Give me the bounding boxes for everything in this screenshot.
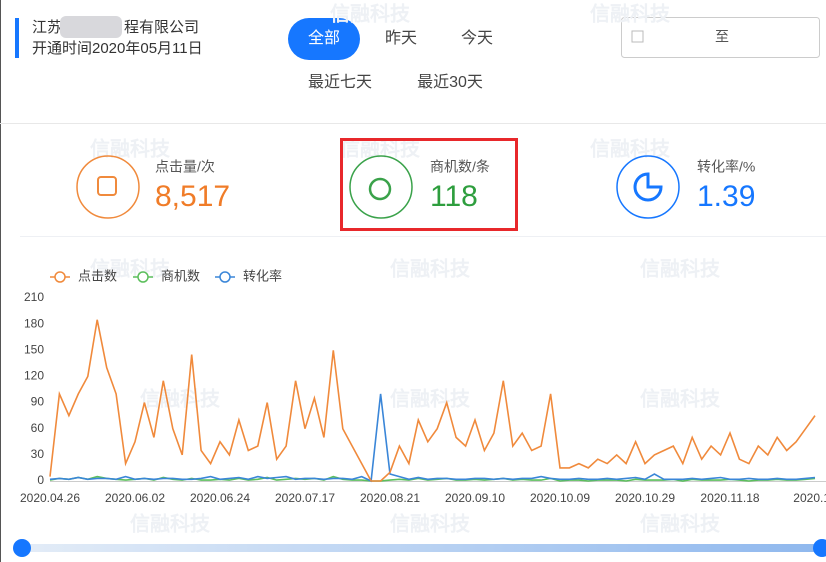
y-tick-label: 30 (31, 447, 45, 461)
stat-glyph (368, 177, 392, 201)
date-separator: 至 (715, 29, 729, 45)
stat-icon (76, 155, 140, 219)
x-tick-label: 2020.10.09 (530, 491, 590, 505)
accent-bar (15, 18, 19, 58)
x-tick-label: 2020.10.29 (615, 491, 675, 505)
x-tick-label: 2020.06.24 (190, 491, 250, 505)
calendar-icon (631, 30, 644, 43)
x-tick-label: 2020.09.10 (445, 491, 505, 505)
x-tick-label: 2020.07.17 (275, 491, 335, 505)
company-suffix: 程有限公司 (124, 19, 199, 36)
company-prefix: 江苏 (32, 19, 62, 36)
y-tick-label: 210 (24, 290, 44, 304)
y-tick-label: 0 (37, 473, 44, 487)
stat-glyph (633, 172, 663, 202)
watermark: 信融科技 (90, 256, 171, 280)
legend-label: 点击数 (78, 268, 117, 283)
stat-value: 8,517 (155, 180, 230, 213)
y-tick-label: 180 (24, 316, 44, 330)
watermark: 信融科技 (640, 256, 721, 280)
x-tick-label: 2020.08.21 (360, 491, 420, 505)
legend-label: 商机数 (161, 268, 200, 283)
stat-label: 转化率/% (697, 159, 755, 175)
watermark: 信融科技 (140, 386, 221, 410)
stat-value: 1.39 (697, 180, 755, 213)
filter-button[interactable]: 全部 (308, 29, 340, 47)
open-date: 开通时间2020年05月11日 (32, 40, 203, 57)
watermark: 信融科技 (590, 136, 671, 160)
legend-icon (137, 271, 149, 283)
x-tick-label: 2020.11.18 (700, 491, 759, 505)
highlight-box (340, 138, 518, 231)
stat-icon (616, 155, 680, 219)
stat-icon (349, 155, 413, 219)
watermark: 信融科技 (390, 511, 471, 535)
blur-mask (60, 16, 122, 38)
legend-icon (219, 271, 231, 283)
watermark: 信融科技 (130, 511, 211, 535)
legend-icon (54, 271, 66, 283)
x-tick-label: 2020.06.02 (105, 491, 165, 505)
slider-handle[interactable] (813, 539, 826, 557)
stat-label: 点击量/次 (155, 159, 215, 175)
watermark: 信融科技 (330, 1, 411, 25)
series-line (49, 319, 816, 482)
x-tick-label: 2020.04.26 (20, 491, 80, 505)
filter-active[interactable] (288, 18, 360, 60)
x-tick-label: 2020.12 (793, 491, 826, 505)
stat-label: 商机数/条 (430, 159, 490, 175)
y-tick-label: 120 (24, 369, 44, 383)
filter-button[interactable]: 最近30天 (417, 73, 483, 91)
watermark: 信融科技 (390, 256, 471, 280)
watermark: 信融科技 (640, 511, 721, 535)
y-tick-label: 60 (31, 421, 45, 435)
filter-button[interactable]: 最近七天 (308, 73, 372, 91)
stat-value: 118 (430, 180, 478, 213)
stat-glyph (97, 176, 117, 196)
legend-label: 转化率 (243, 268, 282, 283)
filter-button[interactable]: 昨天 (385, 29, 417, 47)
filter-button[interactable]: 今天 (461, 29, 493, 47)
date-picker[interactable] (621, 17, 820, 58)
series-line (49, 393, 816, 483)
range-slider[interactable] (22, 544, 822, 552)
watermark: 信融科技 (590, 1, 671, 25)
watermark: 信融科技 (390, 386, 471, 410)
y-tick-label: 90 (31, 395, 45, 409)
series-line (49, 475, 816, 482)
watermark: 信融科技 (640, 386, 721, 410)
y-tick-label: 150 (24, 342, 44, 356)
slider-handle[interactable] (13, 539, 31, 557)
